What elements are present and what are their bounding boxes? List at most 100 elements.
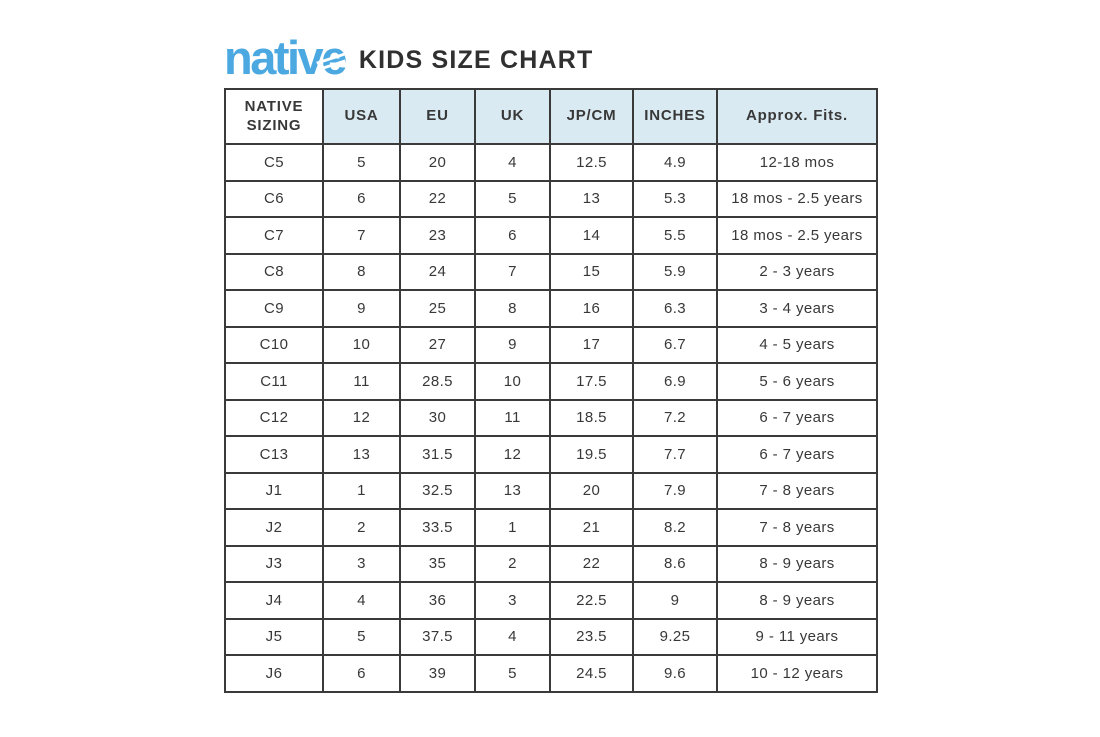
size-value-cell: 5 xyxy=(322,617,401,656)
native-logo: native xyxy=(224,34,347,81)
native-size-cell: C9 xyxy=(224,289,324,328)
size-value-cell: 5 xyxy=(474,179,551,218)
size-value-cell: 28.5 xyxy=(399,362,476,401)
size-value-cell: 7.9 xyxy=(632,471,718,510)
column-header-usa: USA xyxy=(322,88,401,145)
size-value-cell: 5.5 xyxy=(632,216,718,255)
size-value-cell: 8 - 9 years xyxy=(716,581,878,620)
size-value-cell: 6 xyxy=(322,654,401,693)
size-value-cell: 12 xyxy=(322,398,401,437)
table-header-row: NATIVE SIZING USA EU UK JP/CM INCHES Approx. F… xyxy=(224,88,878,145)
size-value-cell: 22.5 xyxy=(549,581,634,620)
table-body: C5 5 20 4 12.5 4.9 12-18 mos C6 6 22 5 13 5.3 18 mos … xyxy=(224,143,878,693)
column-header-jp-cm: JP/CM xyxy=(549,88,634,145)
size-value-cell: 8 xyxy=(322,252,401,291)
size-value-cell: 7 xyxy=(322,216,401,255)
size-value-cell: 20 xyxy=(399,143,476,182)
native-size-cell: J1 xyxy=(224,471,324,510)
size-value-cell: 17.5 xyxy=(549,362,634,401)
size-value-cell: 39 xyxy=(399,654,476,693)
size-value-cell: 9.25 xyxy=(632,617,718,656)
size-value-cell: 33.5 xyxy=(399,508,476,547)
native-size-cell: C10 xyxy=(224,325,324,364)
size-value-cell: 18.5 xyxy=(549,398,634,437)
size-value-cell: 5 xyxy=(322,143,401,182)
column-header-eu: EU xyxy=(399,88,476,145)
native-size-cell: J4 xyxy=(224,581,324,620)
table-row-c11: C11 11 28.5 10 17.5 6.9 5 - 6 years xyxy=(224,362,878,401)
size-value-cell: 27 xyxy=(399,325,476,364)
size-value-cell: 22 xyxy=(399,179,476,218)
size-value-cell: 6.7 xyxy=(632,325,718,364)
size-value-cell: 10 xyxy=(322,325,401,364)
size-value-cell: 7.2 xyxy=(632,398,718,437)
size-value-cell: 3 xyxy=(474,581,551,620)
size-value-cell: 8.6 xyxy=(632,544,718,583)
size-value-cell: 12.5 xyxy=(549,143,634,182)
native-size-cell: J5 xyxy=(224,617,324,656)
size-value-cell: 35 xyxy=(399,544,476,583)
table-row-c10: C10 10 27 9 17 6.7 4 - 5 years xyxy=(224,325,878,364)
size-value-cell: 21 xyxy=(549,508,634,547)
size-value-cell: 9 xyxy=(632,581,718,620)
size-value-cell: 6.3 xyxy=(632,289,718,328)
size-value-cell: 9 xyxy=(322,289,401,328)
column-header-inches: INCHES xyxy=(632,88,718,145)
size-value-cell: 2 xyxy=(474,544,551,583)
native-size-cell: C5 xyxy=(224,143,324,182)
size-value-cell: 13 xyxy=(474,471,551,510)
size-value-cell: 1 xyxy=(322,471,401,510)
size-value-cell: 7.7 xyxy=(632,435,718,474)
size-value-cell: 2 - 3 years xyxy=(716,252,878,291)
size-value-cell: 23 xyxy=(399,216,476,255)
size-value-cell: 31.5 xyxy=(399,435,476,474)
size-value-cell: 8.2 xyxy=(632,508,718,547)
native-size-cell: J2 xyxy=(224,508,324,547)
size-value-cell: 22 xyxy=(549,544,634,583)
size-value-cell: 6.9 xyxy=(632,362,718,401)
native-size-cell: C8 xyxy=(224,252,324,291)
size-value-cell: 36 xyxy=(399,581,476,620)
table-row-j4: J4 4 36 3 22.5 9 8 - 9 years xyxy=(224,581,878,620)
size-value-cell: 7 - 8 years xyxy=(716,508,878,547)
size-value-cell: 3 - 4 years xyxy=(716,289,878,328)
column-header-native-sizing: NATIVE SIZING xyxy=(224,88,324,145)
size-value-cell: 4 xyxy=(322,581,401,620)
size-value-cell: 3 xyxy=(322,544,401,583)
kids-size-chart-table: NATIVE SIZING USA EU UK JP/CM INCHES Approx. F… xyxy=(224,88,878,693)
size-value-cell: 7 - 8 years xyxy=(716,471,878,510)
native-size-cell: C6 xyxy=(224,179,324,218)
size-value-cell: 8 - 9 years xyxy=(716,544,878,583)
table-row-j5: J5 5 37.5 4 23.5 9.25 9 - 11 years xyxy=(224,617,878,656)
size-value-cell: 19.5 xyxy=(549,435,634,474)
size-value-cell: 4 xyxy=(474,143,551,182)
table-row-c9: C9 9 25 8 16 6.3 3 - 4 years xyxy=(224,289,878,328)
size-value-cell: 6 - 7 years xyxy=(716,398,878,437)
size-value-cell: 12 xyxy=(474,435,551,474)
size-value-cell: 4 xyxy=(474,617,551,656)
size-value-cell: 24 xyxy=(399,252,476,291)
size-value-cell: 10 xyxy=(474,362,551,401)
size-value-cell: 37.5 xyxy=(399,617,476,656)
table-row-c13: C13 13 31.5 12 19.5 7.7 6 - 7 years xyxy=(224,435,878,474)
size-value-cell: 32.5 xyxy=(399,471,476,510)
size-value-cell: 23.5 xyxy=(549,617,634,656)
size-value-cell: 8 xyxy=(474,289,551,328)
size-value-cell: 5 - 6 years xyxy=(716,362,878,401)
native-size-cell: J6 xyxy=(224,654,324,693)
native-size-cell: C11 xyxy=(224,362,324,401)
size-value-cell: 5 xyxy=(474,654,551,693)
native-logo-text: native xyxy=(224,31,347,85)
size-value-cell: 16 xyxy=(549,289,634,328)
size-value-cell: 18 mos - 2.5 years xyxy=(716,179,878,218)
size-value-cell: 4.9 xyxy=(632,143,718,182)
size-value-cell: 24.5 xyxy=(549,654,634,693)
size-value-cell: 7 xyxy=(474,252,551,291)
size-value-cell: 6 xyxy=(474,216,551,255)
page-header: native KIDS SIZE CHART xyxy=(224,32,876,81)
size-value-cell: 17 xyxy=(549,325,634,364)
size-value-cell: 9 xyxy=(474,325,551,364)
native-size-cell: C7 xyxy=(224,216,324,255)
table-row-j1: J1 1 32.5 13 20 7.9 7 - 8 years xyxy=(224,471,878,510)
size-value-cell: 5.9 xyxy=(632,252,718,291)
